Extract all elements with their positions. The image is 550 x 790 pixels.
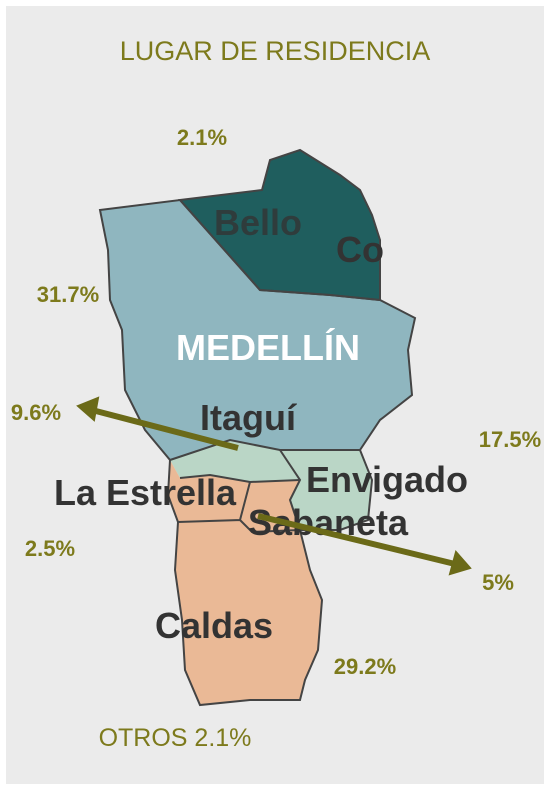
- region-label: La Estrella: [54, 472, 237, 513]
- percentage-label: 2.1%: [177, 125, 227, 150]
- percentage-label: 31.7%: [37, 282, 99, 307]
- bello-region: [180, 150, 380, 300]
- borders: [98, 148, 417, 707]
- medellin-region: [100, 200, 415, 460]
- caldas-region: [175, 520, 322, 705]
- region-label: Co: [336, 229, 384, 270]
- region-label: Envigado: [306, 459, 468, 500]
- region-label: MEDELLÍN: [176, 327, 360, 368]
- la-estrella-region: [168, 460, 250, 522]
- itagui-region: [170, 440, 300, 482]
- percentage-label: 5%: [482, 570, 514, 595]
- region-label: Caldas: [155, 605, 273, 646]
- region-label: Itaguí: [200, 397, 297, 438]
- sabaneta-region: [240, 480, 300, 532]
- footer-label: OTROS 2.1%: [99, 724, 252, 752]
- envigado-region: [280, 450, 372, 530]
- percentage-label: 29.2%: [334, 654, 396, 679]
- percentage-label: 17.5%: [479, 427, 541, 452]
- arrows: [76, 396, 472, 576]
- region-label: Bello: [214, 202, 302, 243]
- title: LUGAR DE RESIDENCIA: [120, 36, 431, 66]
- percentage-label: 2.5%: [25, 536, 75, 561]
- percentage-label: 9.6%: [11, 400, 61, 425]
